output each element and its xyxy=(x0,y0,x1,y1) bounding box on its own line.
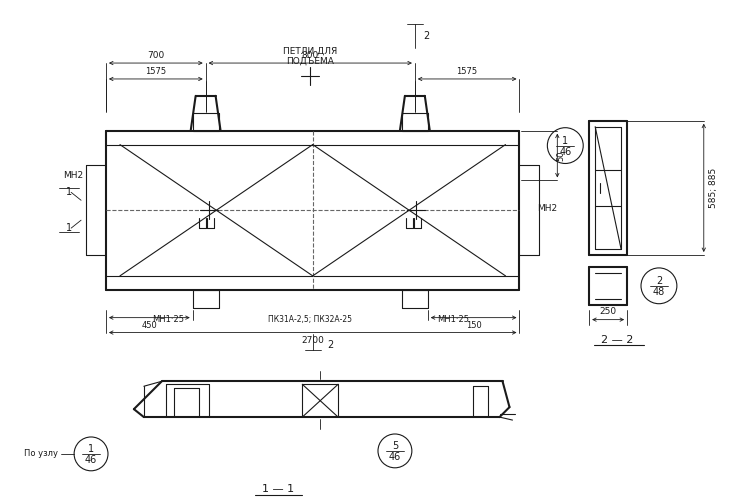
Text: 1: 1 xyxy=(66,187,72,198)
Text: 48: 48 xyxy=(653,287,665,297)
Text: 2: 2 xyxy=(424,31,430,41)
Text: 1575: 1575 xyxy=(145,68,166,77)
Text: 1: 1 xyxy=(562,136,568,146)
Text: 585; 885: 585; 885 xyxy=(709,168,718,208)
Text: 1575: 1575 xyxy=(457,68,478,77)
Text: МН1·25: МН1·25 xyxy=(152,315,184,324)
Text: 46: 46 xyxy=(85,455,97,465)
Text: 250: 250 xyxy=(599,307,616,316)
Text: 700: 700 xyxy=(148,50,165,59)
Text: 800: 800 xyxy=(302,50,319,59)
Text: МН2: МН2 xyxy=(63,171,83,180)
Text: МН2: МН2 xyxy=(537,204,557,213)
Text: 2 — 2: 2 — 2 xyxy=(601,335,634,345)
Text: ПОДЪЕМА: ПОДЪЕМА xyxy=(286,56,334,66)
Text: 50: 50 xyxy=(557,150,565,161)
Text: 450: 450 xyxy=(142,321,157,330)
Text: По узлу: По узлу xyxy=(24,450,58,458)
Text: 1: 1 xyxy=(88,444,94,454)
Text: 2700: 2700 xyxy=(301,336,324,345)
Text: 46: 46 xyxy=(560,147,571,157)
Text: ПК31А-2,5; ПК32А-25: ПК31А-2,5; ПК32А-25 xyxy=(268,315,352,324)
Text: 46: 46 xyxy=(389,452,401,462)
Text: 1 — 1: 1 — 1 xyxy=(262,484,294,494)
Text: МН1·25: МН1·25 xyxy=(437,315,469,324)
Text: 5: 5 xyxy=(392,441,398,451)
Text: ПЕТЛИ ДЛЯ: ПЕТЛИ ДЛЯ xyxy=(283,46,337,55)
Text: 2: 2 xyxy=(327,341,334,350)
Text: 2: 2 xyxy=(656,276,662,286)
Text: 1: 1 xyxy=(66,223,72,233)
Text: 150: 150 xyxy=(466,321,482,330)
